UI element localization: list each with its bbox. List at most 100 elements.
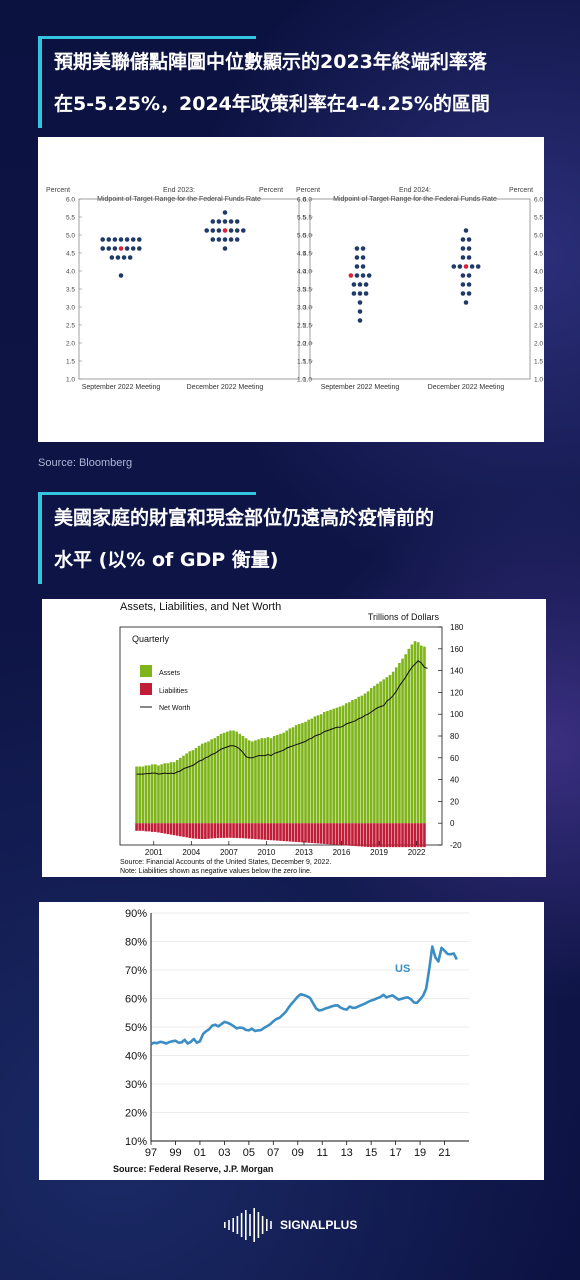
liabilities-bar (416, 823, 420, 848)
liabilities-bar (135, 823, 138, 831)
dot (360, 273, 366, 278)
liabilities-bar (247, 823, 251, 839)
liabilities-bar (213, 823, 217, 839)
ylabel-right: Percent (259, 187, 283, 194)
assets-bar (394, 667, 398, 824)
y-tick-label-right: 3.0 (303, 305, 312, 312)
liabilities-bar (316, 823, 320, 844)
assets-bar (335, 707, 339, 824)
liabilities-bar (322, 823, 326, 844)
assets-bar (179, 757, 182, 824)
y-tick-label: 0 (450, 819, 455, 828)
dot (210, 228, 216, 233)
assets-bar (391, 671, 395, 824)
y-tick-label: 30% (125, 1079, 147, 1091)
liabilities-bar (394, 823, 398, 848)
y-tick-label-left: 3.0 (66, 305, 75, 312)
assets-bar (263, 738, 267, 824)
liabilities-bar (357, 823, 361, 847)
liabilities-bar (319, 823, 323, 844)
assets-bar (319, 714, 323, 824)
y-tick-label-left: 4.0 (66, 269, 75, 276)
assets-bar (326, 710, 329, 824)
plot-frame (78, 198, 300, 380)
dot (234, 228, 240, 233)
liabilities-bar (366, 823, 370, 847)
assets-bar (157, 765, 160, 824)
y-tick-label-left: 4.0 (297, 269, 306, 276)
y-tick-label: 70% (125, 965, 147, 977)
y-tick-label-right: 3.5 (303, 287, 312, 294)
dot (137, 246, 142, 251)
dot (137, 237, 142, 242)
assets-bar (216, 736, 220, 824)
us-series-line (150, 945, 458, 1046)
liabilities-bar (376, 823, 379, 848)
y-tick-label-right: 5.0 (534, 233, 543, 240)
liabilities-bar (272, 823, 276, 841)
dot (228, 237, 234, 242)
liabilities-bar (348, 823, 351, 846)
dot (222, 219, 228, 224)
dot (357, 309, 363, 314)
dot (466, 273, 472, 278)
category-label-dec: December 2022 Meeting (187, 384, 264, 391)
dot (106, 246, 112, 251)
dot (354, 273, 360, 278)
y-tick-label-right: 1.5 (534, 359, 543, 366)
liabilities-bar (179, 823, 182, 837)
waveform-bar (245, 1210, 247, 1240)
liabilities-bar (363, 823, 367, 847)
wealth-chart-svg: Assets, Liabilities, and Net Worth Trill… (119, 601, 464, 875)
dot (460, 282, 466, 287)
dot (241, 228, 246, 233)
assets-bar (279, 733, 282, 824)
liabilities-bar (185, 823, 188, 838)
assets-bar (229, 730, 232, 824)
bars-group (135, 641, 426, 848)
assets-bar (297, 724, 301, 824)
assets-bar (219, 733, 223, 824)
assets-bar (338, 706, 342, 824)
y-tick-label-right: 1.5 (303, 359, 312, 366)
assets-bar (310, 718, 314, 824)
y-tick-label-left: 2.0 (66, 341, 75, 348)
x-tick-label: 19 (414, 1147, 426, 1159)
dot (363, 291, 369, 296)
assets-bar (276, 734, 279, 824)
liabilities-bar (335, 823, 339, 845)
net-worth-line (136, 660, 428, 775)
liabilities-bar (225, 823, 229, 838)
assets-bar (210, 739, 213, 824)
x-tick-label: 2007 (220, 848, 238, 857)
heading-line-2: 在5-5.25%，2024年政策利率在4-4.25%的區間 (54, 93, 490, 115)
x-ticks: 97 99 01 03 05 07 09 11 13 15 17 19 21 (145, 1141, 451, 1159)
liabilities-bar (241, 823, 245, 839)
y-tick-label: -20 (450, 841, 462, 850)
dot (216, 219, 222, 224)
assets-bar (288, 728, 292, 824)
liabilities-bar (410, 823, 414, 848)
assets-bar (385, 677, 389, 824)
y-tick-label: 20 (450, 797, 459, 806)
assets-bar (416, 642, 420, 824)
assets-bar (244, 738, 248, 824)
liabilities-bar (238, 823, 242, 839)
liabilities-bar (222, 823, 226, 838)
assets-bar (354, 698, 357, 824)
y-ticks: 6.0 6.05.5 5.55.0 5.04.5 4.54.0 4.03.5 3.53.0 3… (66, 197, 312, 384)
dot (118, 273, 124, 278)
liabilities-bar (207, 823, 210, 839)
dot (106, 237, 112, 242)
liabilities-bar (344, 823, 348, 846)
x-tick-label: 2016 (333, 848, 351, 857)
dot (234, 237, 240, 242)
assets-bar (222, 732, 226, 824)
assets-bar (410, 644, 414, 824)
y-tick-label: 60% (125, 994, 147, 1006)
y-tick-label-right: 2.0 (534, 341, 543, 348)
assets-bar (160, 764, 163, 824)
y-tick-label: 40 (450, 776, 459, 785)
y-tick-label-left: 5.0 (297, 233, 306, 240)
heading-line-1: 美國家庭的財富和現金部位仍遠高於疫情前的 (54, 507, 435, 529)
